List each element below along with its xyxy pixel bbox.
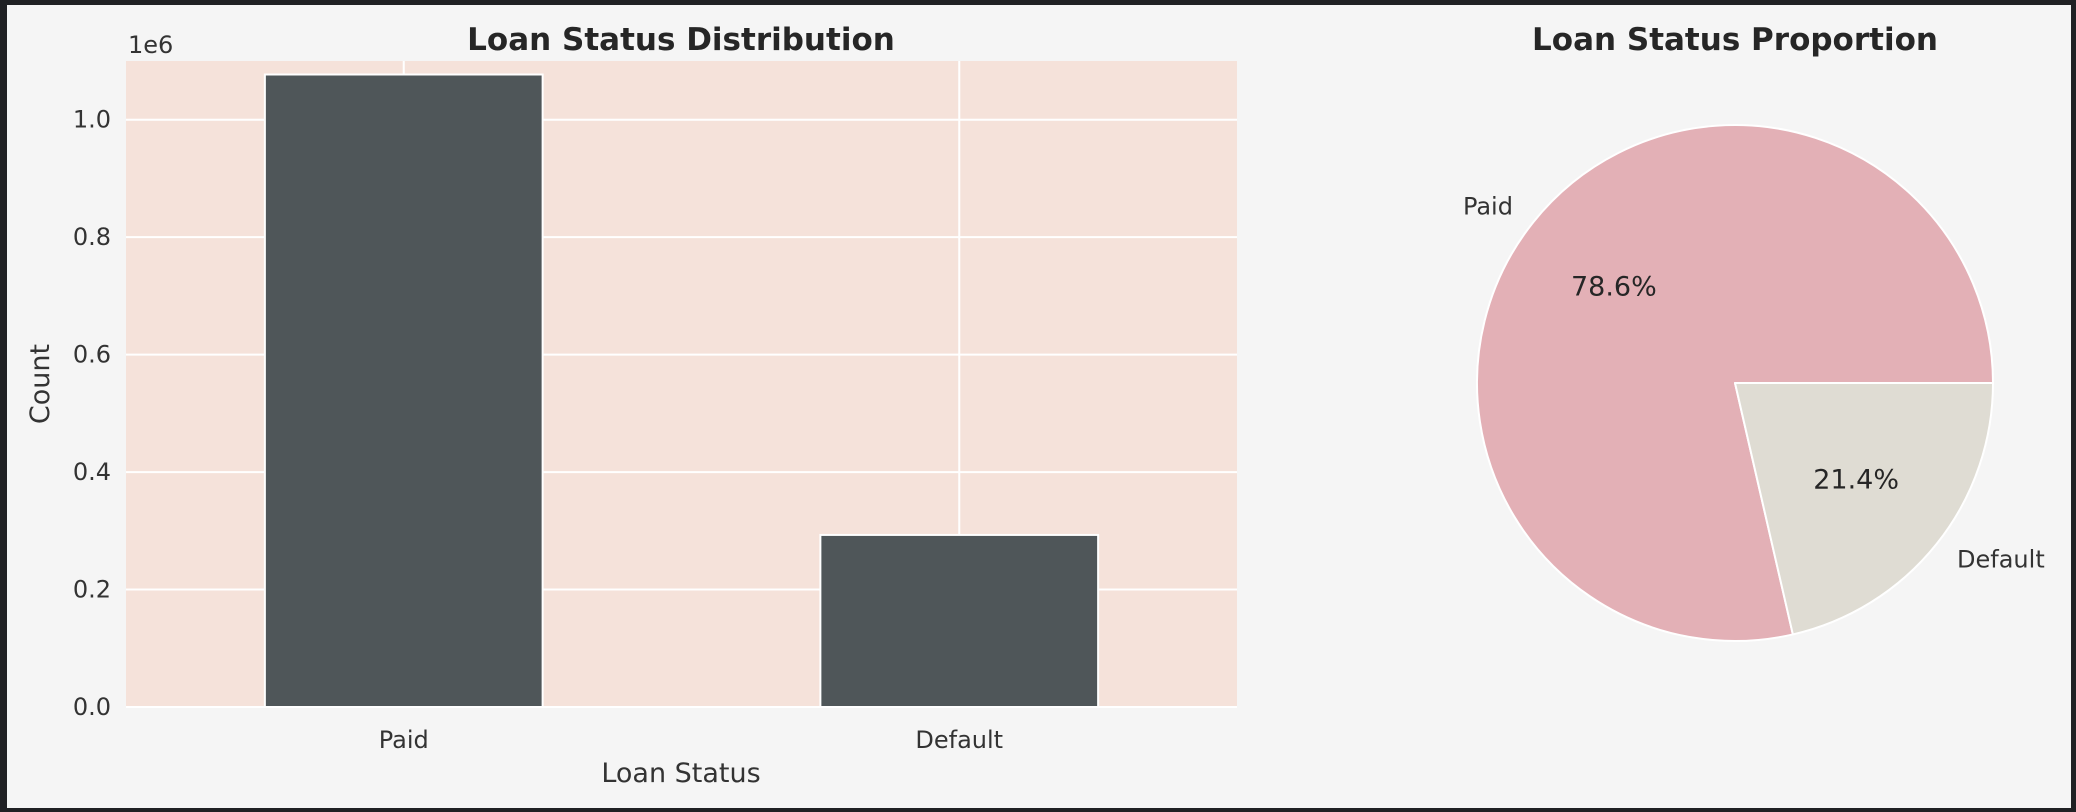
bar-chart-title: Loan Status Distribution — [467, 22, 895, 58]
y-tick-label: 0.0 — [73, 693, 111, 721]
pie-slices — [1476, 124, 1994, 642]
pie-labels: 78.6% Paid 21.4% Default — [1463, 192, 2045, 573]
bar-marks — [263, 73, 1100, 709]
pie-slice-label: Paid — [1463, 192, 1513, 220]
x-axis-label: Loan Status — [601, 758, 760, 789]
y-tick-label: 0.2 — [73, 576, 111, 604]
bar-default — [819, 533, 1100, 708]
x-tick-label: Default — [915, 726, 1003, 754]
y-tick-label: 0.6 — [73, 341, 111, 369]
y-tick-label: 0.8 — [73, 223, 111, 251]
y-tick-label: 1.0 — [73, 106, 111, 134]
pie-percent-label: 21.4% — [1813, 464, 1899, 495]
pie-chart-title: Loan Status Proportion — [1532, 22, 1938, 58]
pie-percent-label: 78.6% — [1571, 272, 1657, 303]
figure: 0.0 0.2 0.4 0.6 0.8 1.0 Paid Default Loan Stat… — [7, 5, 2071, 808]
y-axis-label: Count — [25, 344, 56, 424]
bar-x-ticks: Paid Default — [379, 726, 1003, 754]
bar-y-ticks: 0.0 0.2 0.4 0.6 0.8 1.0 — [73, 106, 111, 721]
chart-canvas: 0.0 0.2 0.4 0.6 0.8 1.0 Paid Default Loan Stat… — [25, 22, 2045, 789]
pie-slice-label: Default — [1957, 546, 2045, 574]
x-tick-label: Paid — [379, 726, 429, 754]
bar-chart: 0.0 0.2 0.4 0.6 0.8 1.0 Paid Default Loan Stat… — [25, 22, 1237, 789]
y-tick-label: 0.4 — [73, 458, 111, 486]
bar-paid — [263, 73, 544, 709]
pie-chart: Loan Status Proportion 78.6% Paid 21.4% Def… — [1463, 22, 2045, 642]
pie-slice-default — [1734, 382, 1994, 636]
y-axis-offset-label: 1e6 — [128, 31, 173, 59]
